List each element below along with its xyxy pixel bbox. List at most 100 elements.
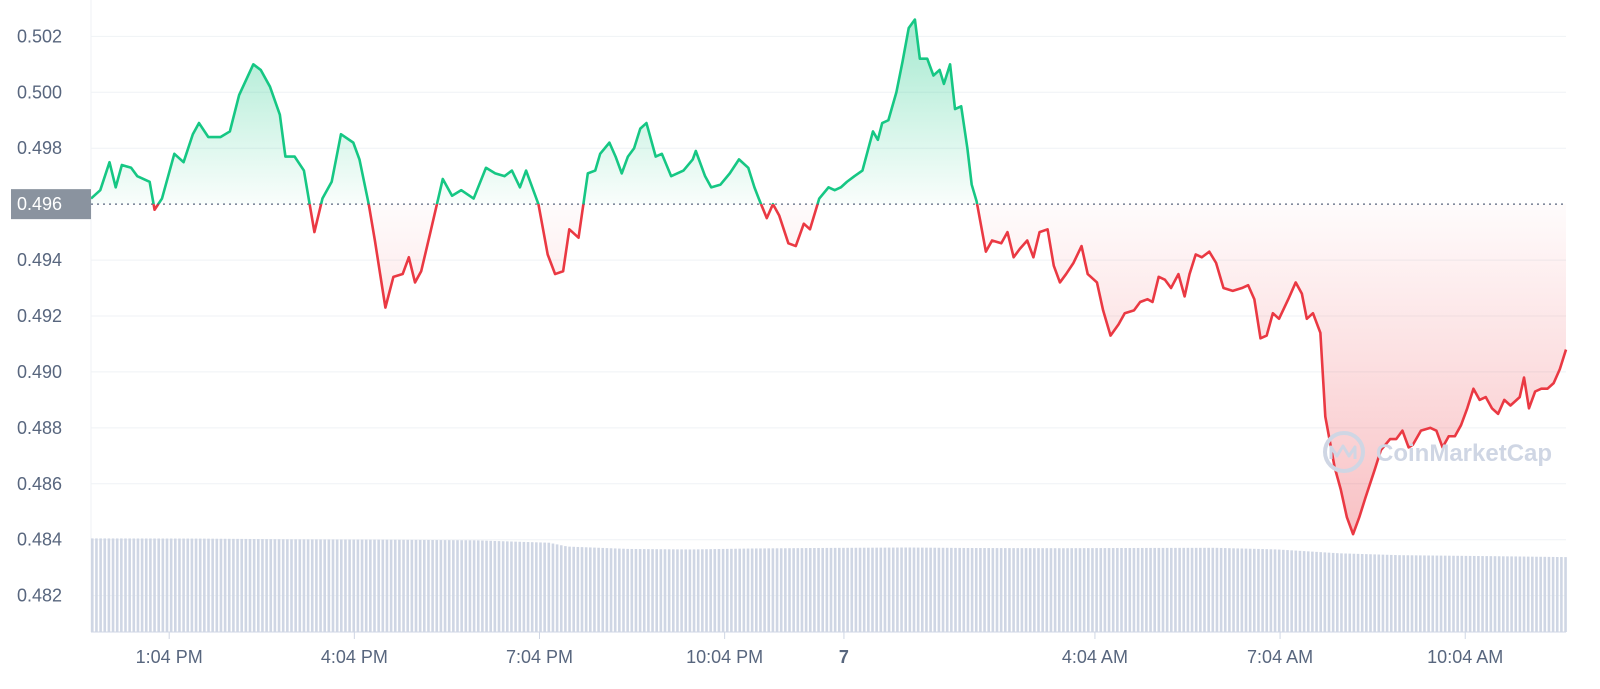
- volume-bar: [1365, 554, 1368, 632]
- volume-bar: [696, 549, 700, 632]
- volume-bar: [933, 547, 937, 632]
- volume-bar: [642, 549, 646, 632]
- volume-bar: [1439, 555, 1443, 632]
- volume-bar: [1236, 548, 1239, 632]
- volume-bar: [746, 548, 750, 632]
- volume-bar: [672, 549, 675, 632]
- volume-bar: [418, 539, 422, 632]
- volume-bar: [1306, 551, 1310, 632]
- volume-bar: [485, 540, 488, 632]
- volume-bar: [1481, 556, 1484, 632]
- volume-bar: [825, 547, 829, 632]
- volume-bar: [1336, 553, 1339, 632]
- volume-bar: [352, 539, 356, 632]
- volume-bar: [1460, 555, 1464, 632]
- volume-bar: [1248, 548, 1252, 632]
- volume-bar: [1282, 549, 1285, 632]
- volume-bar: [584, 547, 588, 632]
- volume-bar: [1493, 556, 1497, 632]
- volume-bar: [779, 548, 783, 632]
- volume-bar: [1468, 555, 1472, 632]
- volume-bar: [979, 548, 982, 632]
- volume-bar: [1024, 548, 1028, 632]
- volume-bar: [1128, 547, 1132, 632]
- volume-bar: [1078, 548, 1082, 632]
- x-tick-label: 4:04 PM: [321, 647, 388, 667]
- volume-bar: [1265, 549, 1269, 632]
- volume-bar: [1547, 556, 1551, 632]
- volume-bar: [655, 549, 658, 632]
- volume-bar: [1082, 548, 1086, 632]
- volume-bar: [721, 548, 725, 632]
- volume-bar: [169, 538, 173, 632]
- volume-bar: [605, 548, 609, 632]
- volume-bar: [651, 549, 654, 632]
- volume-bar: [568, 546, 571, 632]
- volume-bar: [398, 539, 401, 632]
- volume-bar: [95, 538, 98, 632]
- volume-bar: [1182, 547, 1186, 632]
- volume-bar: [1228, 548, 1231, 632]
- y-tick-label: 0.500: [17, 82, 62, 102]
- volume-bar: [136, 538, 140, 632]
- volume-bar: [970, 548, 974, 632]
- volume-bar: [1406, 555, 1410, 632]
- volume-bar: [925, 547, 928, 632]
- volume-bar: [1323, 552, 1327, 632]
- volume-bar: [1033, 548, 1036, 632]
- volume-bar: [257, 539, 260, 632]
- volume-bar: [1464, 555, 1468, 632]
- volume-bar: [1219, 547, 1223, 632]
- volume-bar: [1170, 547, 1173, 632]
- volume-bar: [476, 540, 480, 632]
- volume-bar: [1356, 553, 1360, 632]
- volume-bar: [302, 539, 306, 632]
- volume-bar: [435, 540, 439, 632]
- volume-bar: [1257, 548, 1260, 632]
- volume-bar: [1564, 557, 1567, 632]
- volume-bar: [472, 540, 476, 632]
- y-tick-label: 0.490: [17, 362, 62, 382]
- volume-bar: [144, 538, 148, 632]
- volume-bar: [120, 538, 123, 632]
- volume-bar: [1348, 553, 1352, 632]
- volume-bar: [626, 548, 629, 632]
- volume-bar: [784, 548, 787, 632]
- volume-bar: [1560, 557, 1563, 632]
- volume-bar: [161, 538, 165, 632]
- volume-bar: [725, 548, 729, 632]
- volume-bar: [767, 548, 771, 632]
- price-area-below-baseline: [153, 204, 1566, 535]
- volume-bar: [1095, 548, 1098, 632]
- volume-bar: [576, 546, 580, 632]
- volume-bar: [954, 547, 957, 632]
- volume-bar: [572, 546, 575, 632]
- volume-bar: [850, 547, 854, 632]
- volume-bar: [1091, 548, 1094, 632]
- volume-bar: [124, 538, 127, 632]
- volume-bar: [879, 547, 883, 632]
- volume-bar: [1165, 547, 1169, 632]
- volume-bar: [340, 539, 343, 632]
- y-tick-label: 0.486: [17, 474, 62, 494]
- volume-bar: [1074, 548, 1078, 632]
- price-line-up: [90, 18, 979, 205]
- volume-bar: [111, 538, 115, 632]
- volume-bar: [1124, 547, 1127, 632]
- volume-bar: [393, 539, 397, 632]
- volume-bar: [813, 548, 816, 632]
- volume-bar: [535, 542, 538, 632]
- volume-bar: [755, 548, 758, 632]
- volume-bar: [203, 538, 206, 632]
- volume-bar: [1116, 548, 1119, 632]
- volume-bar: [1369, 554, 1372, 632]
- volume-bar: [410, 539, 414, 632]
- volume-bar: [1066, 548, 1069, 632]
- volume-bar: [107, 538, 111, 632]
- volume-bar: [564, 546, 567, 632]
- volume-bar: [555, 544, 559, 632]
- x-tick-label: 4:04 AM: [1062, 647, 1128, 667]
- volume-bar: [244, 538, 248, 632]
- volume-bar: [800, 548, 804, 632]
- volume-bar: [1277, 549, 1281, 632]
